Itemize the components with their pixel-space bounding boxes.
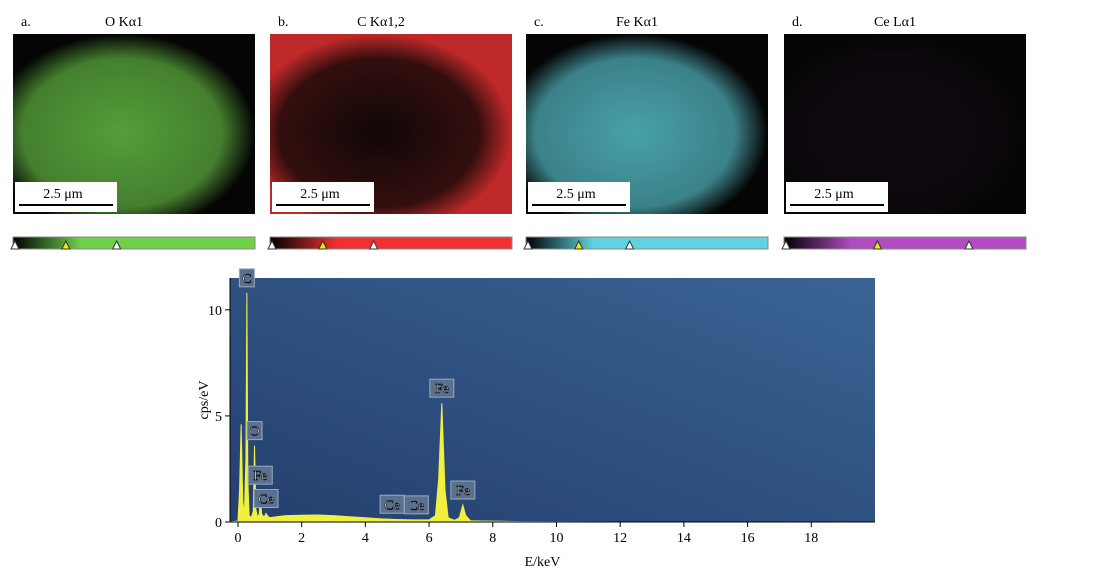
colorbar <box>783 236 1027 250</box>
x-tick-label: 6 <box>426 531 433 546</box>
peak-label-box <box>238 268 255 288</box>
colorbar-marker <box>574 239 584 250</box>
scale-label: 2.5 μm <box>556 187 596 202</box>
x-tick-label: 4 <box>362 531 369 546</box>
panel-title: O Kα1 <box>105 15 143 30</box>
scale-box <box>15 182 117 212</box>
peak-label: Fe <box>253 469 267 484</box>
colorbar <box>12 236 256 250</box>
peak-label: Fe <box>456 484 470 499</box>
peak-label: Ce <box>384 498 400 513</box>
colorbar <box>269 236 513 250</box>
scale-box <box>786 182 888 212</box>
peak-label-box <box>247 465 273 485</box>
y-tick-label: 0 <box>215 516 222 531</box>
peak-label: Ce <box>258 493 274 508</box>
plot-area <box>230 278 875 522</box>
scale-label: 2.5 μm <box>814 187 854 202</box>
colorbar-marker <box>267 239 277 250</box>
scale-label: 2.5 μm <box>300 187 340 202</box>
x-tick-label: 0 <box>234 531 241 546</box>
panel-label: d. <box>792 15 803 30</box>
colorbar <box>525 236 769 250</box>
colorbar-marker <box>368 239 379 250</box>
peak-label: Fe <box>435 382 449 397</box>
panel-label: c. <box>534 15 544 30</box>
peak-label: Ce <box>409 499 425 514</box>
colorbar-marker <box>61 239 71 250</box>
colorbar-marker <box>523 239 533 250</box>
panel-title: Fe Kα1 <box>616 15 658 30</box>
x-tick-label: 8 <box>489 531 496 546</box>
y-tick-label: 5 <box>215 410 222 425</box>
scale-box <box>272 182 374 212</box>
colorbar-marker <box>781 239 791 250</box>
peak-label-box <box>253 489 279 509</box>
y-axis-label: cps/eV <box>197 381 212 420</box>
peak-label-box <box>403 495 429 515</box>
peak-label: C <box>242 272 251 287</box>
colorbar-marker <box>10 239 20 250</box>
scale-box <box>528 182 630 212</box>
colorbar-marker <box>872 239 883 250</box>
peak-label: O <box>249 425 259 440</box>
x-axis-label: E/keV <box>525 555 561 570</box>
x-tick-label: 12 <box>613 531 627 546</box>
x-tick-label: 2 <box>298 531 305 546</box>
panel-label: b. <box>278 15 289 30</box>
panel-label: a. <box>21 15 31 30</box>
y-tick-label: 10 <box>208 304 222 319</box>
colorbar-marker <box>111 239 122 250</box>
colorbar-marker <box>318 239 328 250</box>
peak-label-box <box>429 378 455 398</box>
colorbar-marker <box>624 239 635 250</box>
peak-label-box <box>450 480 476 500</box>
panel-title: Ce Lα1 <box>874 15 916 30</box>
x-tick-label: 10 <box>549 531 563 546</box>
x-tick-label: 18 <box>804 531 818 546</box>
panel-title: C Kα1,2 <box>357 15 405 30</box>
x-tick-label: 16 <box>741 531 755 546</box>
x-tick-label: 14 <box>677 531 691 546</box>
spectrum-area <box>229 292 875 523</box>
colorbar-marker <box>964 239 974 250</box>
scale-label: 2.5 μm <box>43 187 83 202</box>
peak-label-box <box>246 421 263 441</box>
